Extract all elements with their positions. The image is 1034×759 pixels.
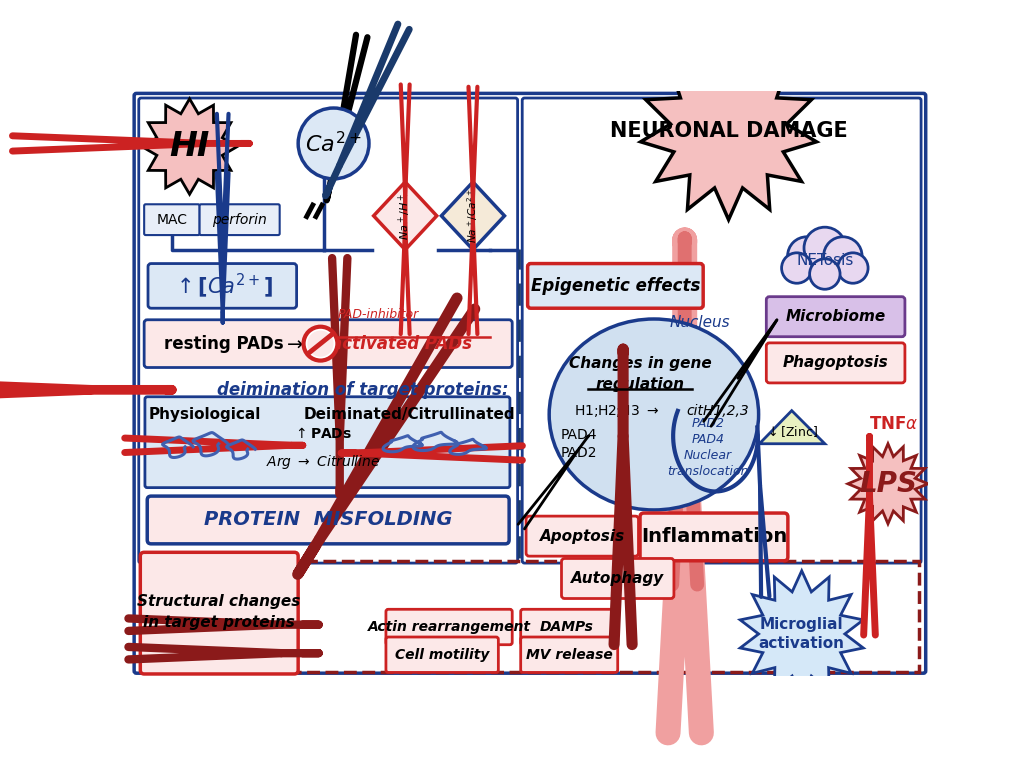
Text: TNF$\alpha$: TNF$\alpha$ bbox=[870, 414, 919, 433]
Text: Nucleus: Nucleus bbox=[670, 314, 730, 329]
Circle shape bbox=[838, 253, 869, 283]
FancyBboxPatch shape bbox=[147, 496, 509, 544]
Text: Cell motility: Cell motility bbox=[395, 647, 489, 662]
Text: $Ca^{2+}$: $Ca^{2+}$ bbox=[305, 131, 362, 156]
Text: Microbiome: Microbiome bbox=[786, 309, 886, 324]
Text: deimination of target proteins:: deimination of target proteins: bbox=[217, 381, 509, 398]
FancyBboxPatch shape bbox=[526, 516, 638, 556]
Text: Deiminated/Citrullinated: Deiminated/Citrullinated bbox=[303, 407, 515, 422]
Text: Inflammation: Inflammation bbox=[641, 528, 787, 546]
Text: Apoptosis: Apoptosis bbox=[540, 528, 625, 543]
Text: resting PADs: resting PADs bbox=[164, 335, 284, 353]
Text: citH1,2,3: citH1,2,3 bbox=[687, 404, 749, 417]
FancyBboxPatch shape bbox=[386, 609, 512, 644]
Text: Changes in gene
regulation: Changes in gene regulation bbox=[569, 357, 711, 392]
FancyBboxPatch shape bbox=[200, 204, 279, 235]
Text: Actin rearrangement: Actin rearrangement bbox=[367, 620, 530, 634]
Text: DAMPs: DAMPs bbox=[540, 620, 594, 634]
Circle shape bbox=[307, 331, 334, 357]
Polygon shape bbox=[442, 182, 505, 250]
FancyBboxPatch shape bbox=[144, 204, 200, 235]
FancyBboxPatch shape bbox=[766, 297, 905, 337]
FancyBboxPatch shape bbox=[527, 263, 703, 308]
Text: H1;H2;H3 $\rightarrow$: H1;H2;H3 $\rightarrow$ bbox=[575, 402, 660, 419]
FancyBboxPatch shape bbox=[139, 98, 518, 563]
Text: perforin: perforin bbox=[212, 213, 267, 227]
Ellipse shape bbox=[549, 319, 759, 510]
Text: PAD2
PAD4
Nuclear
translocation: PAD2 PAD4 Nuclear translocation bbox=[667, 417, 749, 478]
Circle shape bbox=[810, 259, 840, 289]
Text: PROTEIN  MISFOLDING: PROTEIN MISFOLDING bbox=[204, 511, 453, 530]
Polygon shape bbox=[373, 182, 436, 250]
Text: $\uparrow$[$Ca^{2+}$]: $\uparrow$[$Ca^{2+}$] bbox=[172, 272, 273, 300]
FancyBboxPatch shape bbox=[766, 343, 905, 383]
Text: NEURONAL DAMAGE: NEURONAL DAMAGE bbox=[610, 121, 848, 141]
Text: PAD-inhibitor: PAD-inhibitor bbox=[338, 308, 419, 321]
FancyBboxPatch shape bbox=[521, 637, 617, 672]
Polygon shape bbox=[848, 444, 929, 524]
FancyBboxPatch shape bbox=[640, 513, 788, 561]
Text: Arg $\rightarrow$ Citrulline: Arg $\rightarrow$ Citrulline bbox=[266, 453, 379, 471]
FancyBboxPatch shape bbox=[148, 263, 297, 308]
Polygon shape bbox=[142, 99, 238, 194]
Circle shape bbox=[824, 237, 862, 276]
FancyBboxPatch shape bbox=[522, 98, 921, 563]
Text: NETosis: NETosis bbox=[796, 253, 853, 268]
FancyBboxPatch shape bbox=[144, 320, 512, 367]
Text: activated PADs: activated PADs bbox=[331, 335, 472, 353]
Text: $Na^+/H^+$: $Na^+/H^+$ bbox=[397, 192, 414, 240]
Circle shape bbox=[298, 108, 369, 179]
Text: Phagoptosis: Phagoptosis bbox=[783, 355, 888, 370]
Text: $\downarrow$[Zinc]: $\downarrow$[Zinc] bbox=[765, 424, 818, 439]
FancyBboxPatch shape bbox=[386, 637, 498, 672]
Text: Epigenetic effects: Epigenetic effects bbox=[530, 277, 700, 295]
Text: Microglial
activation: Microglial activation bbox=[759, 616, 845, 651]
Text: LPS: LPS bbox=[859, 470, 917, 498]
Text: Structural changes
in target proteins: Structural changes in target proteins bbox=[138, 594, 301, 630]
FancyBboxPatch shape bbox=[145, 397, 510, 487]
Text: Autophagy: Autophagy bbox=[571, 571, 664, 586]
Polygon shape bbox=[759, 411, 825, 444]
Text: $\uparrow$PADs: $\uparrow$PADs bbox=[294, 427, 353, 441]
FancyBboxPatch shape bbox=[134, 93, 925, 673]
Circle shape bbox=[782, 253, 812, 283]
Text: Physiological: Physiological bbox=[149, 407, 262, 422]
Text: MAC: MAC bbox=[156, 213, 187, 227]
Circle shape bbox=[804, 227, 846, 269]
FancyBboxPatch shape bbox=[561, 559, 674, 599]
Text: $Na^+/Ca^{2+}$: $Na^+/Ca^{2+}$ bbox=[465, 188, 481, 243]
Circle shape bbox=[304, 326, 337, 361]
Text: $\rightarrow$: $\rightarrow$ bbox=[283, 334, 304, 353]
Polygon shape bbox=[740, 571, 863, 697]
Text: PAD4
PAD2: PAD4 PAD2 bbox=[560, 427, 597, 460]
Text: MV release: MV release bbox=[526, 647, 612, 662]
Text: HI: HI bbox=[170, 130, 210, 163]
FancyBboxPatch shape bbox=[521, 609, 614, 644]
Circle shape bbox=[788, 237, 826, 276]
FancyBboxPatch shape bbox=[141, 553, 298, 674]
Polygon shape bbox=[641, 45, 817, 219]
